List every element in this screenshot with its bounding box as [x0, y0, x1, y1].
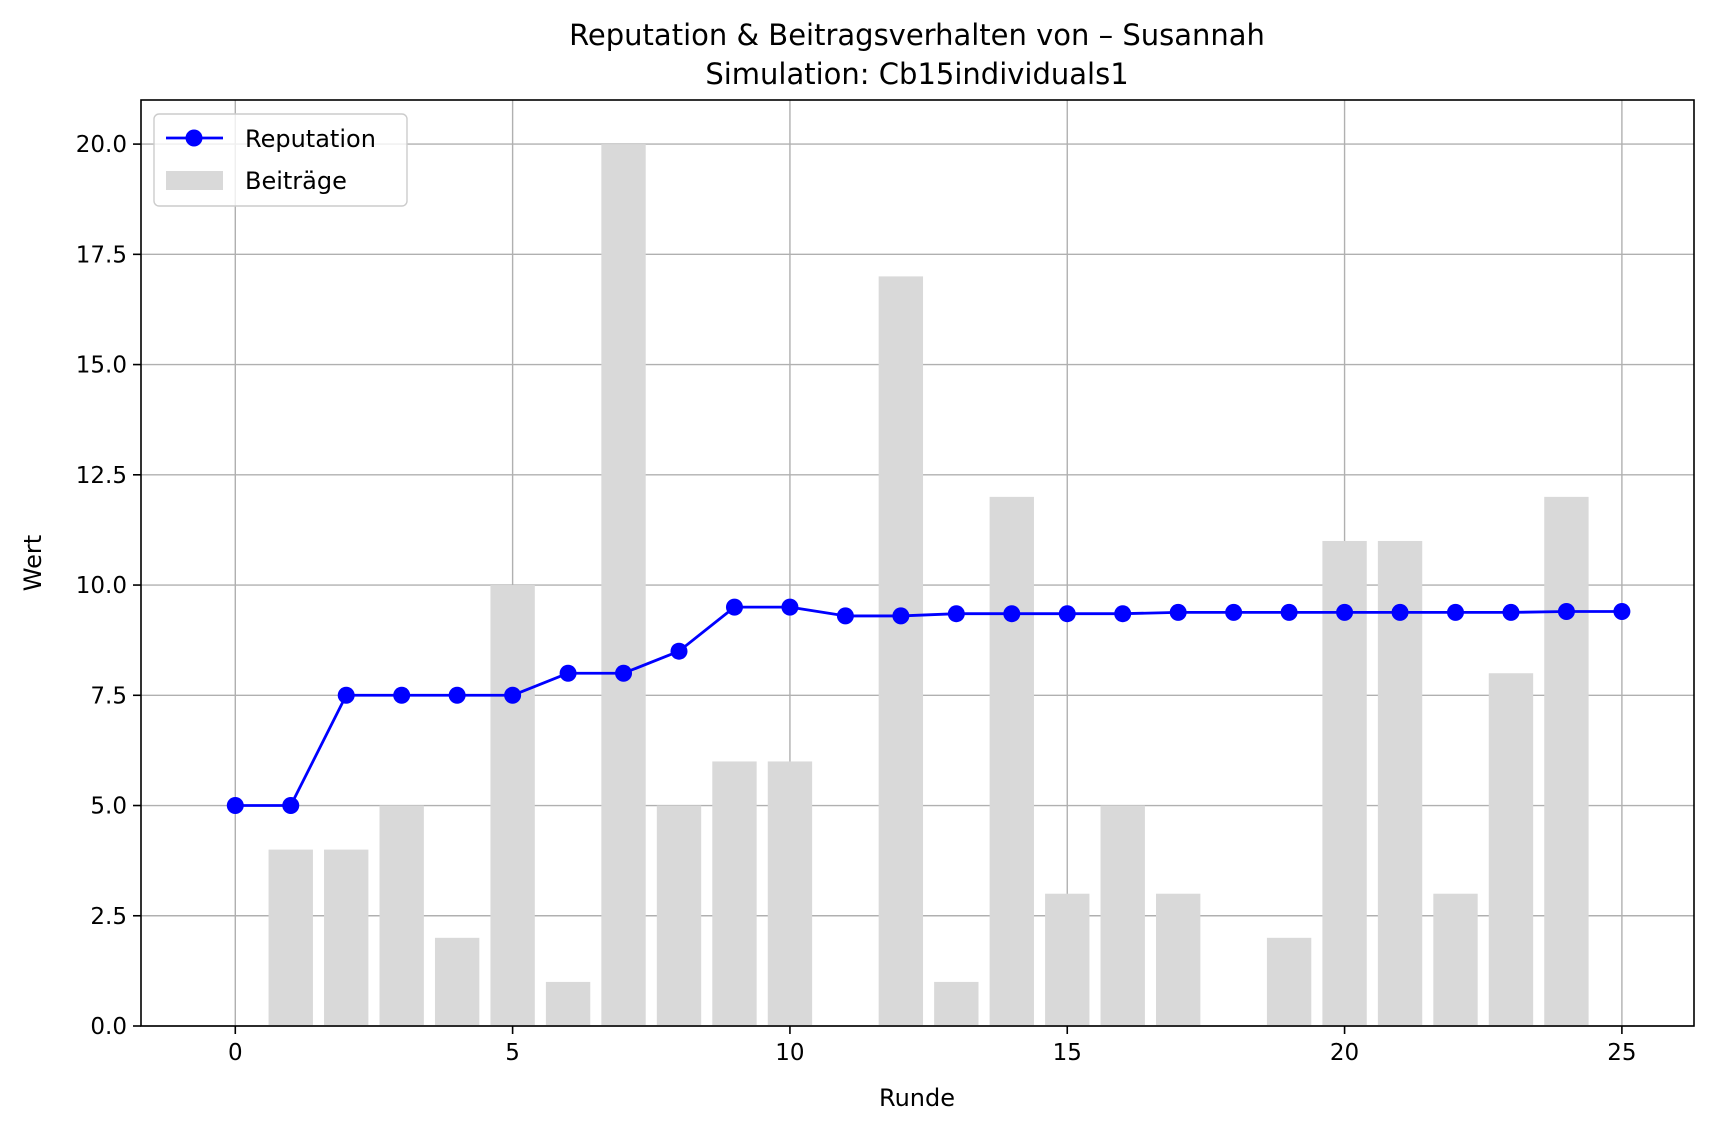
- reputation-point: [615, 664, 633, 682]
- x-tick-label: 0: [228, 1040, 243, 1066]
- y-tick-label: 5.0: [90, 794, 127, 820]
- reputation-point: [1225, 603, 1243, 621]
- x-tick-label: 25: [1607, 1040, 1636, 1066]
- bar-beitraege: [1433, 893, 1478, 1026]
- reputation-point: [559, 664, 577, 682]
- reputation-point: [1114, 605, 1132, 623]
- bar-beitraege: [989, 496, 1034, 1026]
- bar-beitraege: [268, 849, 313, 1026]
- bar-beitraege: [601, 144, 646, 1027]
- reputation-point: [1169, 603, 1187, 621]
- reputation-point: [892, 607, 910, 625]
- bar-beitraege: [324, 849, 369, 1026]
- y-tick-label: 20.0: [76, 132, 127, 158]
- bar-beitraege: [1100, 805, 1145, 1026]
- reputation-point: [226, 797, 244, 815]
- y-tick-label: 0.0: [90, 1014, 127, 1040]
- reputation-point: [1447, 603, 1465, 621]
- reputation-point: [947, 605, 965, 623]
- legend-beitraege-swatch-icon: [166, 171, 223, 190]
- reputation-point: [1280, 603, 1298, 621]
- legend-reputation-label: Reputation: [245, 125, 376, 153]
- plot-frame: [140, 99, 1695, 1027]
- y-axis-label: Wert: [19, 535, 47, 591]
- x-tick-label: 15: [1053, 1040, 1082, 1066]
- chart-title: Reputation & Beitragsverhalten von – Sus…: [569, 18, 1265, 52]
- reputation-point: [1557, 603, 1575, 621]
- plot-area: [140, 99, 1695, 1027]
- y-tick-label: 7.5: [90, 683, 127, 709]
- reputation-point: [836, 607, 854, 625]
- bar-beitraege: [934, 981, 979, 1026]
- legend-reputation-marker-icon: [185, 129, 203, 147]
- reputation-point: [1058, 605, 1076, 623]
- reputation-point: [781, 598, 799, 616]
- legend-beitraege-label: Beiträge: [245, 167, 347, 195]
- legend[interactable]: Reputation Beiträge: [153, 113, 408, 207]
- y-tick-label: 10.0: [76, 573, 127, 599]
- bar-beitraege: [545, 981, 591, 1026]
- bar-beitraege: [1266, 937, 1312, 1026]
- y-axis-ticks: 0.0 2.5 5.0 7.5 10.0 12.5 15.0 17.5 20.0: [76, 132, 141, 1040]
- reputation-point: [393, 686, 411, 704]
- reputation-point: [1502, 603, 1520, 621]
- bar-beitraege: [1155, 893, 1201, 1026]
- bar-beitraege: [1544, 496, 1589, 1026]
- bar-beitraege: [656, 805, 702, 1026]
- y-tick-label: 12.5: [76, 463, 127, 489]
- x-tick-label: 5: [505, 1040, 520, 1066]
- x-axis-ticks: 0 5 10 15 20 25: [228, 1026, 1637, 1066]
- y-tick-label: 15.0: [76, 353, 127, 379]
- bar-beitraege: [434, 937, 480, 1026]
- reputation-point: [337, 686, 355, 704]
- x-tick-label: 10: [775, 1040, 804, 1066]
- reputation-point: [282, 797, 300, 815]
- reputation-point: [1003, 605, 1021, 623]
- bar-beitraege: [767, 761, 813, 1026]
- chart-subtitle: Simulation: Cb15individuals1: [705, 57, 1128, 91]
- bar-beitraege: [712, 761, 757, 1026]
- bar-beitraege: [1045, 893, 1090, 1026]
- y-tick-label: 2.5: [90, 904, 127, 930]
- bar-beitraege: [490, 585, 535, 1026]
- reputation-point: [448, 686, 466, 704]
- x-tick-label: 20: [1330, 1040, 1359, 1066]
- bar-beitraege: [878, 276, 924, 1026]
- reputation-point: [1391, 603, 1409, 621]
- reputation-point: [670, 642, 688, 660]
- reputation-point: [725, 598, 743, 616]
- x-axis-label: Runde: [879, 1084, 955, 1112]
- line-series-reputation: [226, 598, 1631, 815]
- reputation-point: [504, 686, 522, 704]
- bar-series-beitraege: [268, 144, 1589, 1027]
- bar-beitraege: [1377, 540, 1423, 1026]
- reputation-line: [235, 605, 1622, 807]
- reputation-point: [1336, 603, 1354, 621]
- bar-beitraege: [1322, 540, 1367, 1026]
- bar-beitraege: [1488, 673, 1534, 1026]
- bar-beitraege: [379, 805, 424, 1026]
- reputation-point: [1613, 603, 1631, 621]
- y-tick-label: 17.5: [76, 242, 127, 268]
